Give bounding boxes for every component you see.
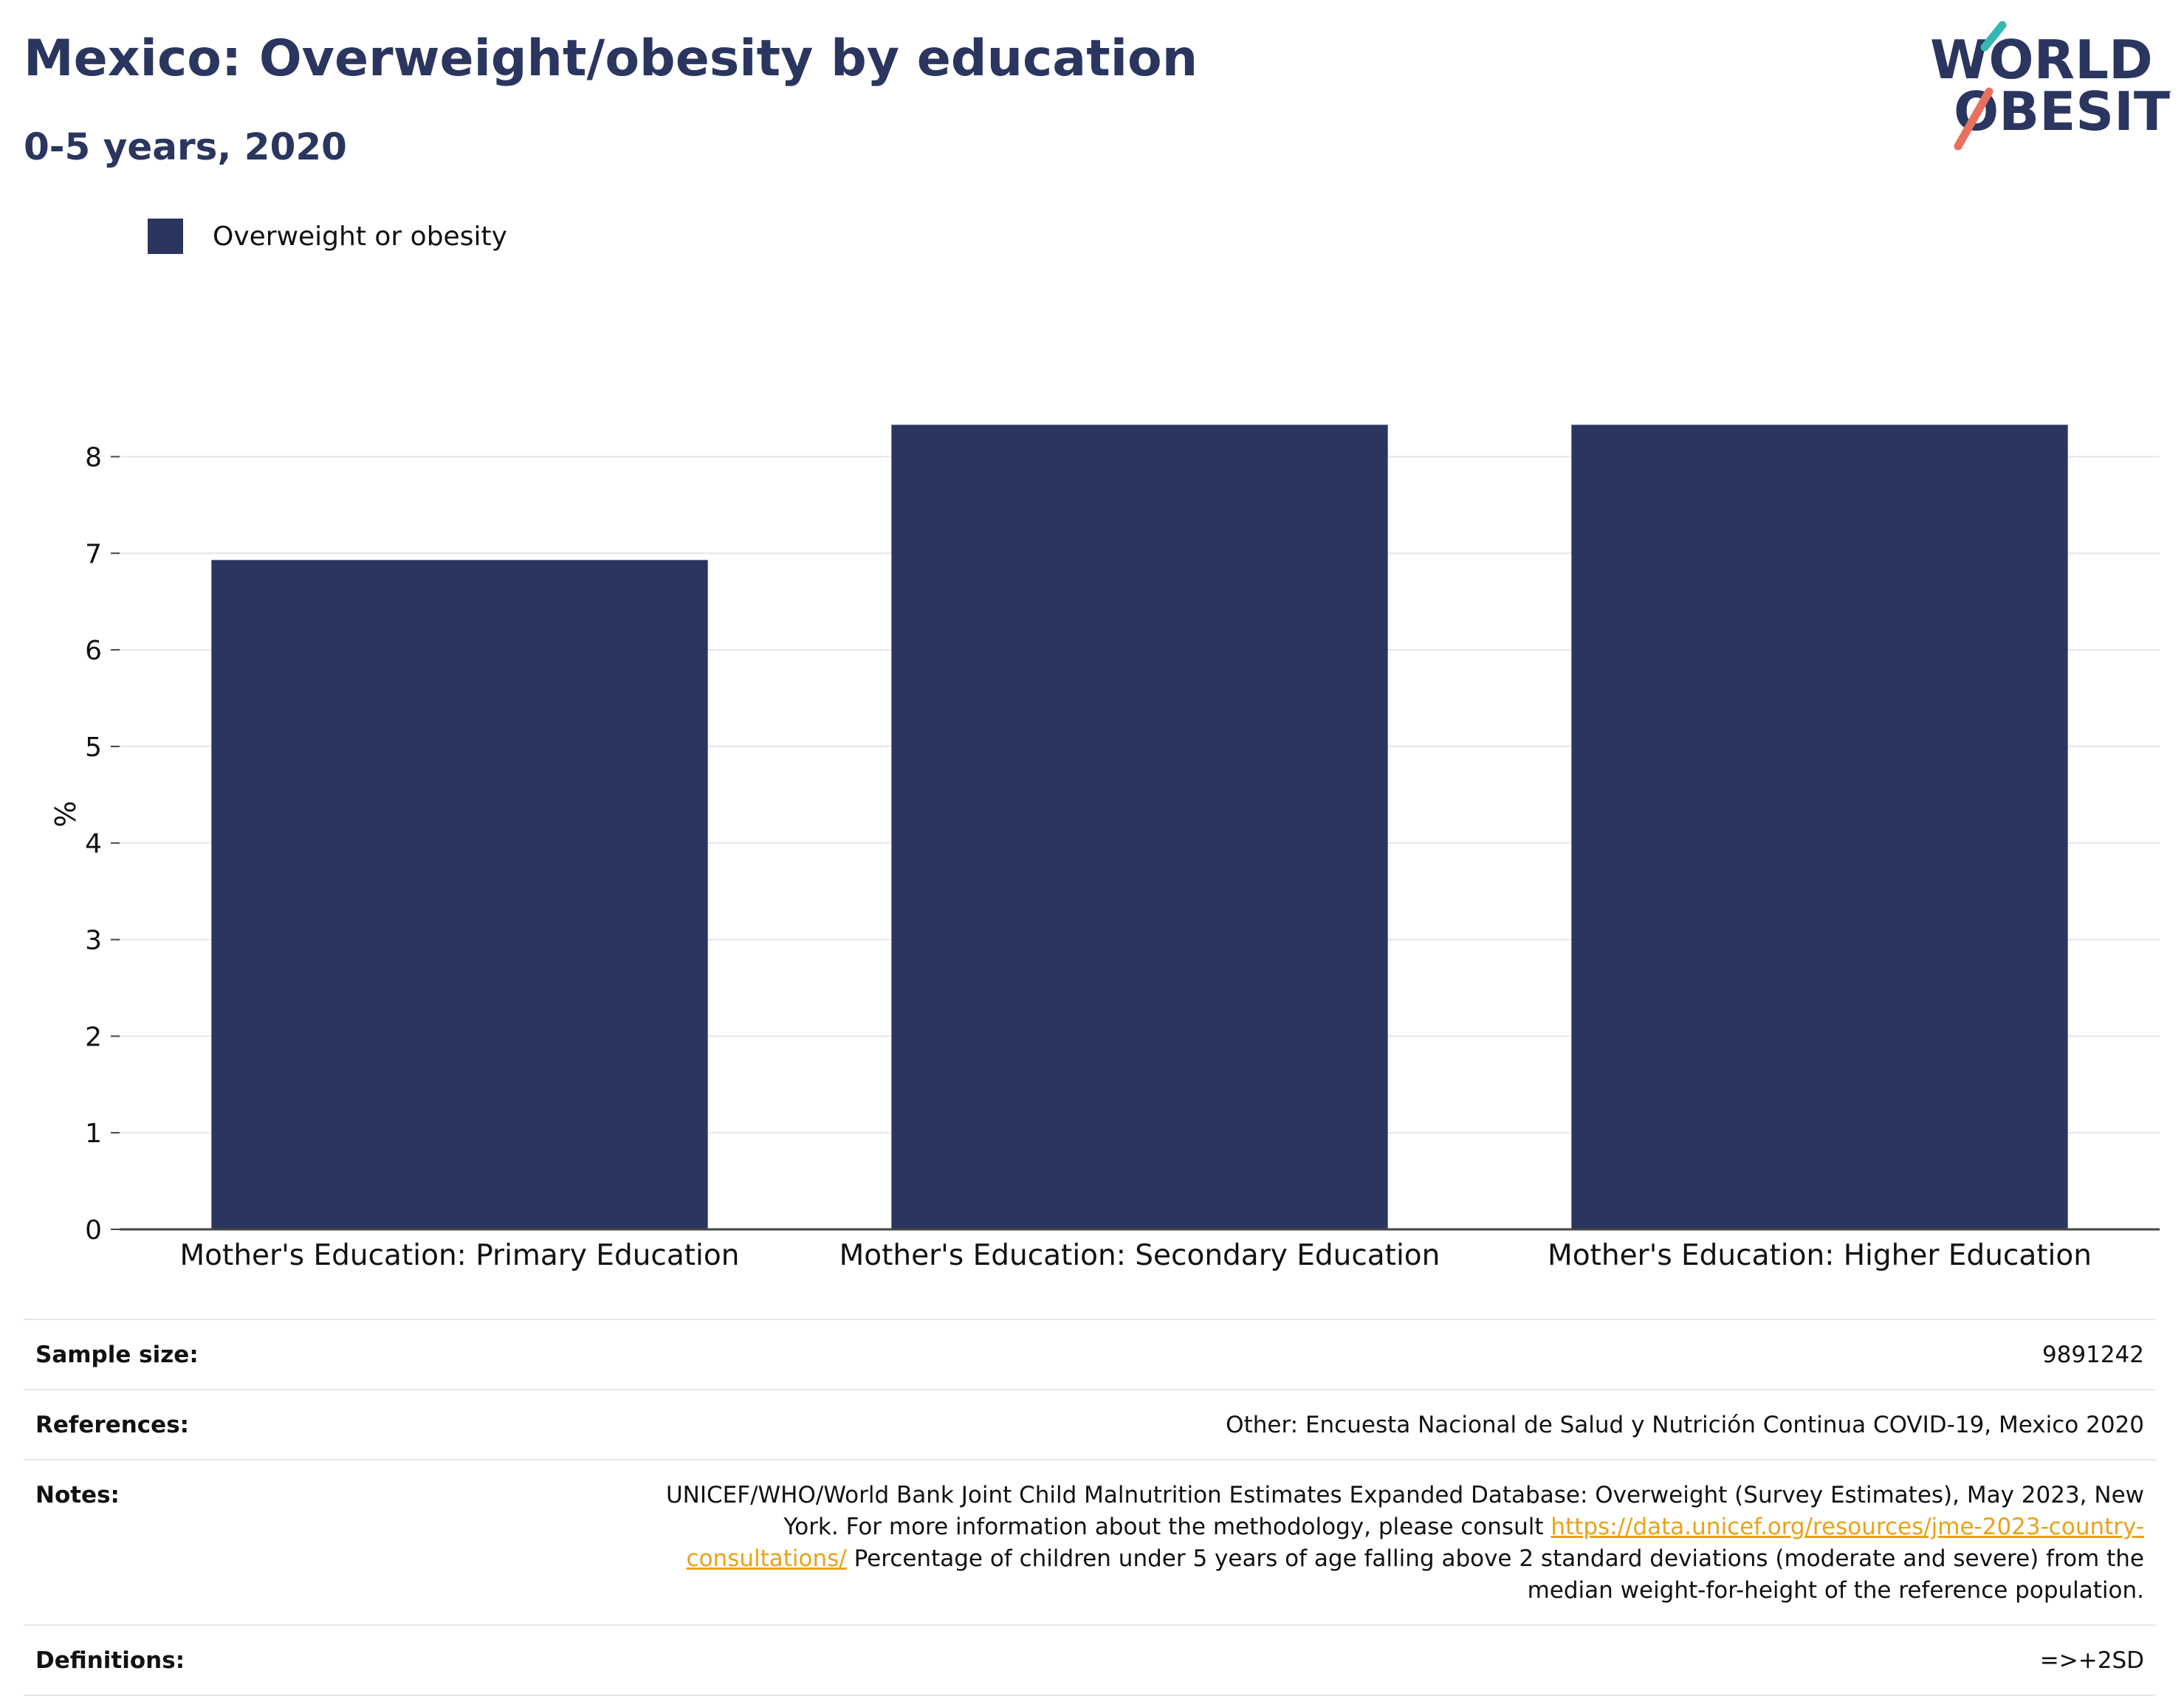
x-category-label: Mother's Education: Higher Education bbox=[1548, 1239, 2092, 1272]
notes-value: UNICEF/WHO/World Bank Joint Child Malnut… bbox=[631, 1480, 2144, 1607]
notes-label: Notes: bbox=[35, 1482, 120, 1508]
logo-text-world: WORLD bbox=[1930, 29, 2153, 91]
x-category-label: Mother's Education: Primary Education bbox=[180, 1239, 740, 1272]
references-row: References: Other: Encuesta Nacional de … bbox=[24, 1389, 2156, 1459]
logo-red-slash bbox=[1954, 87, 1994, 151]
y-tick-label: 1 bbox=[85, 1119, 102, 1149]
legend-label: Overweight or obesity bbox=[213, 221, 507, 252]
references-value: Other: Encuesta Nacional de Salud y Nutr… bbox=[1226, 1412, 2144, 1438]
world-obesity-logo: WORLD OBESITY bbox=[1930, 21, 2171, 151]
y-tick-label: 3 bbox=[85, 926, 102, 956]
bar bbox=[891, 425, 1388, 1229]
definitions-row: Definitions: =>+2SD bbox=[24, 1624, 2156, 1696]
sample-size-value: 9891242 bbox=[2042, 1342, 2144, 1368]
y-tick-label: 0 bbox=[85, 1215, 102, 1246]
references-label: References: bbox=[35, 1412, 190, 1438]
bar bbox=[211, 560, 708, 1229]
sample-size-label: Sample size: bbox=[35, 1342, 199, 1368]
bars bbox=[211, 425, 2068, 1229]
y-tick-label: 8 bbox=[85, 442, 102, 473]
notes-link[interactable]: https://data.unicef.org/resources/jme-20… bbox=[686, 1514, 2144, 1572]
x-category-label: Mother's Education: Secondary Education bbox=[839, 1239, 1440, 1272]
chart-subtitle: 0-5 years, 2020 bbox=[24, 126, 347, 168]
y-tick-label: 2 bbox=[85, 1022, 102, 1052]
chart-legend: Overweight or obesity bbox=[148, 219, 507, 254]
y-tick-label: 5 bbox=[85, 732, 102, 763]
legend-swatch bbox=[148, 219, 183, 254]
logo-teal-slash bbox=[1980, 21, 2007, 52]
axes: 0 1 2 3 4 5 6 7 8 Mother's Education: Primary Edu… bbox=[48, 442, 2160, 1272]
y-tick-label: 4 bbox=[85, 829, 102, 859]
notes-text-after-link: Percentage of children under 5 years of … bbox=[846, 1545, 2144, 1604]
notes-row: Notes: UNICEF/WHO/World Bank Joint Child… bbox=[24, 1459, 2156, 1624]
chart-title: Mexico: Overweight/obesity by education bbox=[24, 30, 1198, 88]
y-tick-label: 7 bbox=[85, 539, 102, 569]
y-axis-label: % bbox=[48, 800, 80, 827]
info-table: Sample size: 9891242 References: Other: … bbox=[24, 1319, 2156, 1696]
y-tick-label: 6 bbox=[85, 636, 102, 666]
bar-chart: 0 1 2 3 4 5 6 7 8 Mother's Education: Primary Edu… bbox=[48, 425, 2160, 1272]
sample-size-row: Sample size: 9891242 bbox=[24, 1319, 2156, 1389]
notes-text-before-link: UNICEF/WHO/World Bank Joint Child Malnut… bbox=[665, 1482, 2144, 1540]
bar bbox=[1571, 425, 2068, 1229]
definitions-value: =>+2SD bbox=[2039, 1647, 2144, 1674]
definitions-label: Definitions: bbox=[35, 1647, 185, 1674]
